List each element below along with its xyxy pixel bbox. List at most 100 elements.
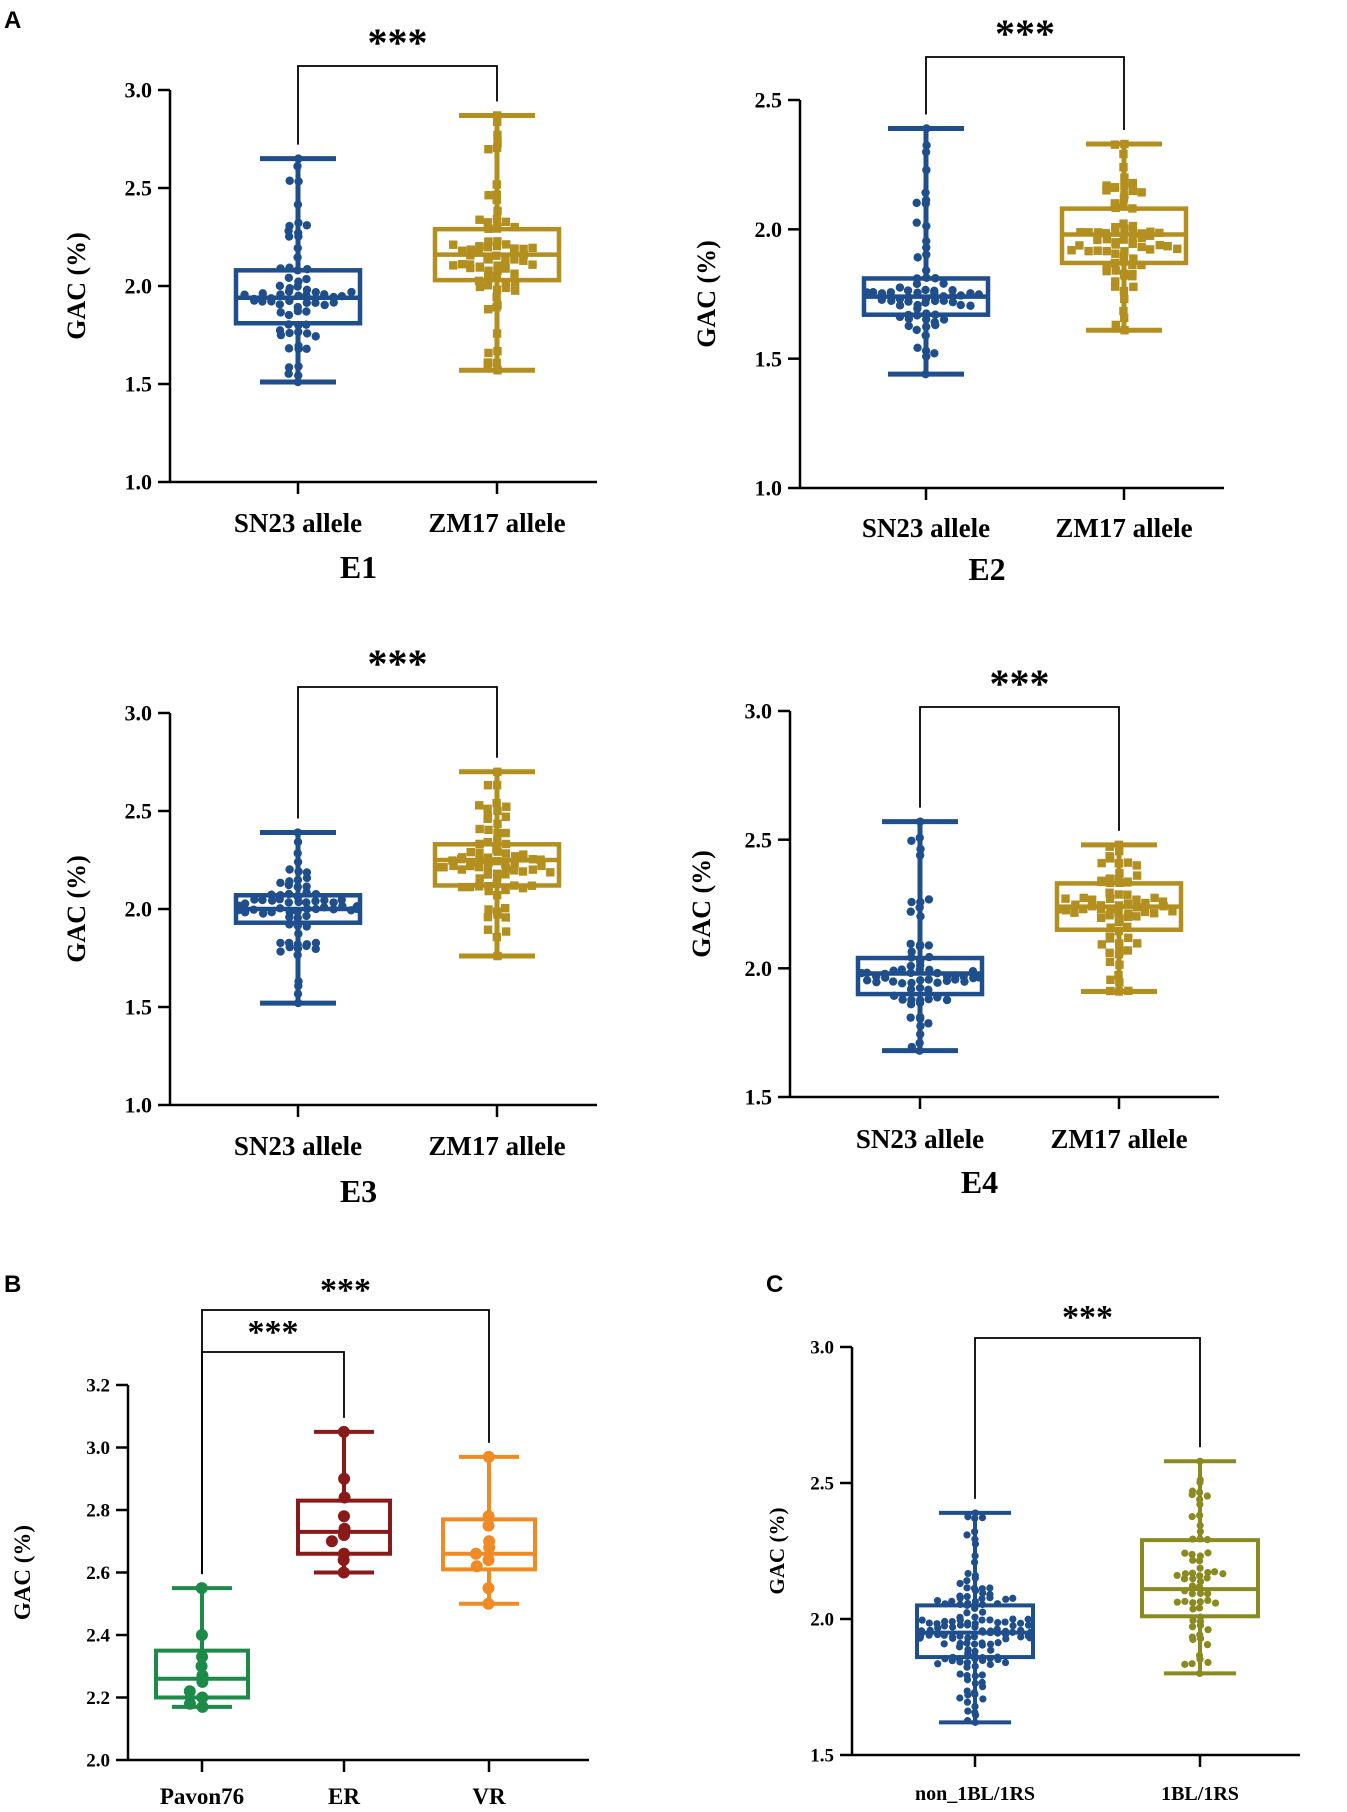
chart-c-data-point [1196, 1578, 1205, 1586]
chart-b-data-point [337, 1566, 350, 1579]
chart-e1-data-point [258, 289, 267, 298]
chart-e4: 1.5 2.0 2.5 3.0 SN23 allele ZM17 allele GAC (%… [687, 661, 1219, 1200]
chart-e2-data-point [1119, 219, 1128, 228]
chart-e1-data-point [285, 328, 294, 338]
chart-e4-data-point [942, 976, 952, 986]
chart-e4-data-point [1123, 922, 1132, 931]
chart-c-data-point [940, 1640, 948, 1648]
chart-c-data-point [1181, 1587, 1189, 1595]
chart-e4-data-point [915, 1029, 925, 1039]
chart-e4-data-point [915, 942, 925, 951]
chart-e1-data-point [293, 200, 303, 209]
chart-e4-data-point [1106, 923, 1115, 932]
chart-c-data-point [1188, 1550, 1196, 1559]
chart-e1-data-point [294, 321, 303, 330]
chart-c-data-point [925, 1619, 933, 1627]
chart-e3-data-point [293, 882, 302, 892]
chart-c-data-point [978, 1585, 986, 1593]
chart-e4-data-point [889, 966, 898, 975]
chart-e4-data-point [889, 991, 899, 1001]
chart-e3-data-point [528, 865, 538, 874]
chart-e2-data-point [948, 297, 958, 307]
chart-c-data-point [971, 1604, 979, 1613]
chart-e3-data-point [311, 938, 321, 948]
chart-e4-data-point [1123, 858, 1133, 867]
chart-c-data-point [1196, 1511, 1204, 1519]
chart-c-data-point [964, 1707, 972, 1715]
chart-c-data-point [1016, 1619, 1025, 1627]
chart-c-data-point [1188, 1590, 1196, 1598]
chart-e4-data-point [906, 1000, 916, 1009]
chart-c-significance-label: *** [1062, 1299, 1113, 1336]
chart-c-data-point [934, 1624, 942, 1632]
chart-e4-data-point [897, 979, 907, 988]
chart-e1-data-point [492, 241, 502, 251]
chart-e3-data-point [284, 889, 294, 899]
chart-e3-group-0 [233, 828, 363, 1008]
chart-e3-data-point [492, 890, 502, 900]
chart-e1-data-point [493, 206, 502, 216]
chart-e4-data-point [1123, 946, 1133, 955]
chart-b-y-tick-label: 2.6 [86, 1563, 110, 1584]
chart-e3-data-point [492, 873, 502, 882]
chart-c-data-point [1195, 1604, 1204, 1612]
chart-e3-significance-label: *** [368, 641, 428, 686]
chart-e1-data-point [275, 326, 285, 335]
chart-e4-data-point [1115, 878, 1124, 887]
chart-e3-data-point [311, 896, 320, 906]
chart-e2-y-tick-label: 1.5 [755, 346, 783, 371]
chart-e2-title: E2 [968, 551, 1005, 587]
chart-e4-data-point [1132, 895, 1141, 904]
chart-e4-data-point [1096, 904, 1106, 914]
chart-e2-data-point [930, 349, 939, 358]
chart-c-data-point [1188, 1623, 1197, 1631]
chart-e4-data-point [1105, 852, 1114, 861]
chart-b-data-point [195, 1582, 208, 1595]
chart-e3-data-point [293, 940, 302, 949]
chart-e3-data-point [536, 855, 545, 864]
chart-e4-data-point [1115, 939, 1124, 948]
chart-e1-y-tick-label: 1.0 [125, 470, 153, 495]
chart-e2-data-point [862, 288, 872, 297]
chart-c-data-point [1204, 1658, 1212, 1667]
chart-b-data-point [183, 1697, 196, 1710]
chart-e1-data-point [484, 145, 493, 154]
chart-e3-data-point [501, 885, 510, 895]
chart-e1-data-point [528, 260, 537, 269]
chart-c-data-point [971, 1640, 979, 1648]
chart-e1-data-point [294, 277, 303, 286]
chart-e1-data-point [302, 320, 311, 329]
chart-e4-data-point [1114, 901, 1124, 910]
chart-e4-data-point [1149, 909, 1159, 918]
chart-e4-data-point [1141, 898, 1150, 908]
chart-e3-data-point [319, 903, 329, 912]
chart-e3-data-point [483, 912, 493, 922]
chart-e3-data-point [483, 862, 492, 871]
chart-e3-data-point [276, 938, 285, 948]
chart-e4-data-point [907, 897, 916, 907]
chart-c-data-point [1009, 1622, 1017, 1630]
chart-e2-data-point [1145, 231, 1155, 240]
chart-e2-data-point [922, 221, 931, 231]
chart-e2-data-point [1110, 258, 1120, 268]
chart-b-data-point [482, 1510, 495, 1523]
chart-e2-data-point [913, 288, 922, 297]
chart-e1-data-point [285, 263, 294, 272]
chart-e2-data-point [1075, 241, 1084, 250]
chart-e3-data-point [502, 802, 511, 811]
chart-b-data-point [337, 1510, 350, 1523]
panel-label-c: C [766, 1271, 783, 1298]
chart-e2-data-point [931, 274, 940, 283]
chart-c-data-point [1196, 1598, 1204, 1606]
chart-e1-y-tick-label: 3.0 [125, 78, 153, 103]
chart-e2-data-point [1119, 149, 1128, 159]
chart-b-significance-bracket [201, 1309, 490, 1575]
chart-c-data-point [1210, 1568, 1219, 1576]
chart-e2-data-point [1120, 173, 1129, 182]
chart-c-data-point [971, 1509, 979, 1517]
chart-e4-data-point [1115, 978, 1124, 987]
chart-c-data-point [1196, 1613, 1205, 1621]
chart-e2-significance-bracket [925, 56, 1125, 130]
chart-e3-data-point [483, 804, 492, 814]
